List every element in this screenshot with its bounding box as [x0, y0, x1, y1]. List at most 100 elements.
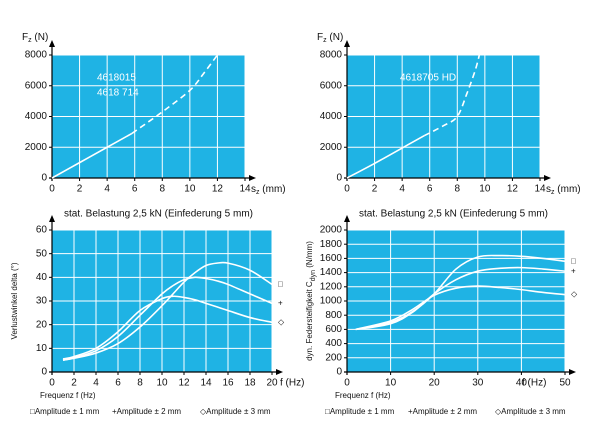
y-tick-label: 2000: [320, 142, 343, 153]
y-tick-label: 20: [36, 319, 48, 330]
label-text: s: [546, 184, 551, 195]
label-sub: z: [256, 189, 260, 196]
y-tick-label: 2000: [25, 142, 48, 153]
y-tick-label: 1600: [320, 253, 343, 264]
x-tick-label: 0: [344, 378, 350, 389]
legend-marker: +: [408, 407, 413, 416]
series-line: [62, 276, 273, 361]
y-tick-label: 40: [36, 272, 48, 283]
caption: stat. Belastung 2,5 kN (Einfederung 5 mm…: [64, 209, 253, 220]
legend-marker: +: [112, 407, 117, 416]
label-text: Verlustwinkel delta (°): [10, 262, 19, 339]
label-rest: (N): [32, 32, 49, 43]
series-line: [423, 54, 481, 137]
series-line: [131, 54, 219, 135]
x-tick-label: 14: [200, 378, 212, 389]
y-tick-label: 30: [36, 296, 48, 307]
legend-entry: ◇Amplitude ± 3 mm: [495, 407, 566, 416]
y-tick-label: 6000: [320, 80, 343, 91]
label-sub: z: [323, 37, 327, 44]
end-marker: ◇: [278, 317, 285, 326]
y-tick-label: 50: [36, 248, 48, 259]
y-tick-label: 60: [36, 225, 48, 236]
x-tick-label: 16: [222, 378, 234, 389]
label-sub: z: [551, 189, 555, 196]
axis-label: Frequenz f (Hz): [40, 391, 96, 400]
y-axis-arrow: [344, 40, 350, 47]
axis-label: Fz (N): [317, 32, 343, 44]
y-tick-label: 600: [325, 324, 342, 335]
x-tick-label: 6: [115, 378, 121, 389]
annotation: 4618015: [97, 73, 136, 84]
x-tick-label: 14: [534, 184, 546, 195]
legend-name: Amplitude ± 2 mm: [117, 407, 182, 416]
series-line: [51, 132, 133, 179]
legend-name: Amplitude ± 2 mm: [413, 407, 478, 416]
y-tick-label: 10: [36, 343, 48, 354]
x-tick-label: 6: [132, 184, 138, 195]
label-rest: (mm): [260, 184, 286, 195]
end-marker: □: [278, 280, 283, 289]
x-tick-label: 2: [372, 184, 378, 195]
x-tick-label: 18: [244, 378, 256, 389]
y-tick-label: 0: [336, 173, 342, 184]
x-tick-label: 30: [472, 378, 484, 389]
x-tick-label: 4: [104, 184, 110, 195]
end-marker: +: [571, 266, 576, 275]
legend-name: Amplitude ± 3 mm: [206, 407, 271, 416]
series-line: [355, 285, 566, 331]
legend-entry: +Amplitude ± 2 mm: [408, 407, 477, 416]
x-tick-label: 4: [93, 378, 99, 389]
legend-marker: □: [30, 407, 35, 416]
x-tick-label: 20: [429, 378, 441, 389]
label-rest: (N): [327, 32, 344, 43]
legend-name: Amplitude ± 1 mm: [35, 407, 100, 416]
legend-marker: ◇: [200, 407, 207, 416]
x-axis-arrow: [544, 175, 551, 181]
series-line: [346, 135, 425, 179]
legend-name: Amplitude ± 1 mm: [330, 407, 395, 416]
label-sub: dyn: [310, 270, 317, 281]
x-tick-label: 12: [507, 184, 519, 195]
label-rest: (mm): [555, 184, 581, 195]
x-tick-label: 2: [77, 184, 83, 195]
x-tick-label: 12: [178, 378, 190, 389]
x-tick-label: 2: [71, 378, 77, 389]
label-text: Frequenz f (Hz): [40, 391, 96, 400]
legend-marker: □: [325, 407, 330, 416]
y-tick-label: 0: [41, 367, 47, 378]
y-tick-label: 2000: [320, 225, 343, 236]
legend-marker: ◇: [495, 407, 502, 416]
end-marker: □: [571, 256, 576, 265]
y-tick-label: 1200: [320, 281, 343, 292]
x-tick-label: 0: [344, 184, 350, 195]
end-marker: ◇: [571, 290, 578, 299]
y-tick-label: 400: [325, 338, 342, 349]
series-line: [355, 266, 566, 331]
axis-label: Frequenz f (Hz): [335, 391, 391, 400]
x-unit-label: f (Hz): [522, 378, 546, 389]
caption: stat. Belastung 2,5 kN (Einfederung 5 mm…: [359, 209, 548, 220]
axis-label: dyn. Federsteifigkeit Cdyn (N/mm): [305, 241, 317, 361]
y-tick-label: 0: [336, 367, 342, 378]
y-axis-arrow: [49, 40, 55, 47]
y-tick-label: 1400: [320, 267, 343, 278]
x-tick-label: 10: [184, 184, 196, 195]
y-tick-label: 4000: [25, 111, 48, 122]
x-tick-label: 0: [49, 378, 55, 389]
x-axis-arrow: [276, 369, 283, 375]
x-axis-arrow: [569, 369, 576, 375]
legend-entry: ◇Amplitude ± 3 mm: [200, 407, 271, 416]
label-text: F: [22, 32, 28, 43]
series-line: [62, 261, 273, 361]
annotation: 4618 714: [97, 88, 139, 99]
axis-label: Verlustwinkel delta (°): [10, 262, 19, 339]
x-tick-label: 40: [516, 378, 528, 389]
y-tick-label: 8000: [320, 50, 343, 61]
label-rest: (N/mm): [305, 241, 314, 270]
axis-label: Fz (N): [22, 32, 48, 44]
y-tick-label: 4000: [320, 111, 343, 122]
y-tick-label: 6000: [25, 80, 48, 91]
legend-entry: +Amplitude ± 2 mm: [112, 407, 181, 416]
x-tick-label: 10: [156, 378, 168, 389]
